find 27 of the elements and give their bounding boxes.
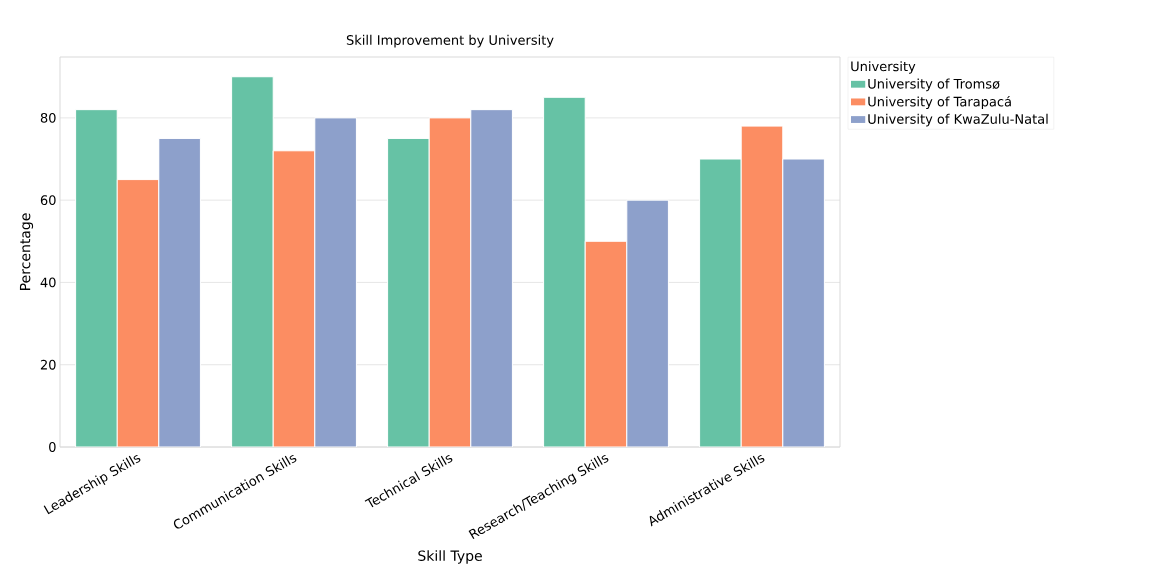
bar — [314, 117, 357, 447]
bar — [117, 179, 159, 447]
y-tick-label: 60 — [40, 195, 56, 206]
y-tick-label: 20 — [40, 359, 56, 370]
legend-label: University of Tromsø — [868, 78, 1000, 92]
bar — [158, 138, 201, 447]
y-axis-title: Percentage — [19, 213, 34, 290]
bar — [387, 138, 430, 447]
bar — [231, 76, 274, 447]
chart-title: Skill Improvement by University — [346, 34, 554, 48]
y-tick-label: 40 — [40, 277, 56, 288]
bar — [75, 109, 118, 447]
legend-label: University of Tarapacá — [868, 95, 1011, 110]
bar — [273, 150, 315, 447]
legend-title: University — [851, 61, 916, 74]
bar — [429, 117, 471, 447]
bar — [543, 97, 586, 447]
y-tick-label: 80 — [40, 112, 56, 123]
bar — [699, 158, 742, 447]
bar — [782, 158, 825, 447]
x-axis-title: Skill Type — [418, 550, 482, 564]
bar — [585, 241, 627, 447]
bar — [740, 125, 784, 447]
bar — [470, 109, 513, 447]
bar — [626, 200, 669, 447]
legend-label: University of KwaZulu-Natal — [868, 113, 1048, 127]
y-tick-label: 0 — [49, 442, 56, 452]
